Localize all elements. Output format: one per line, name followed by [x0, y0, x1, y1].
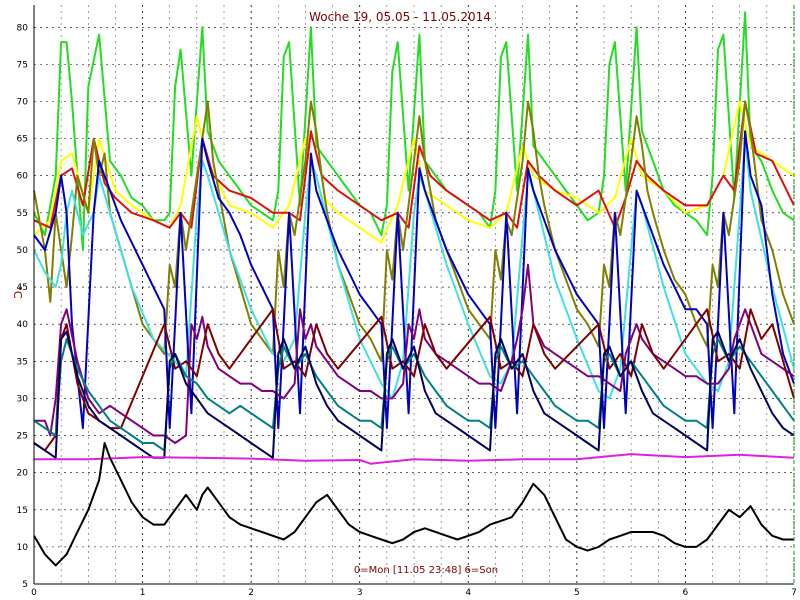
y-tick-label: 30 [17, 394, 29, 404]
chart-title: Woche 19, 05.05 - 11.05.2014 [309, 10, 491, 24]
y-tick-label: 20 [17, 469, 29, 479]
x-tick-label: 0 [31, 588, 37, 598]
axes [33, 5, 795, 585]
x-tick-label: 2 [248, 588, 254, 598]
chart-footer: 0=Mon [11.05 23:48] 6=Son [354, 565, 498, 576]
x-tick-label: 1 [140, 588, 146, 598]
series-group [33, 11, 795, 567]
y-axis-label: °C [11, 285, 24, 299]
y-tick-label: 70 [17, 98, 29, 108]
y-tick-label: 75 [17, 60, 28, 70]
y-tick-label: 40 [17, 320, 29, 330]
x-tick-label: 6 [683, 588, 689, 598]
series-line-2 [33, 100, 795, 244]
series-line-4 [33, 100, 795, 363]
x-tick-labels: 0 1 2 3 4 5 6 7 [31, 588, 797, 598]
y-tick-label: 55 [17, 209, 28, 219]
x-tick-label: 3 [357, 588, 363, 598]
series-line-9 [33, 338, 795, 452]
x-tick-label: 7 [791, 588, 797, 598]
series-line-6 [33, 130, 795, 430]
y-tick-label: 80 [17, 23, 29, 33]
x-tick-label: 5 [574, 588, 580, 598]
series-line-11 [34, 453, 795, 465]
y-tick-label: 10 [17, 543, 29, 553]
series-line-3 [33, 100, 795, 229]
y-tick-label: 65 [17, 135, 28, 145]
y-tick-label: 35 [17, 357, 28, 367]
y-tick-label: 60 [17, 172, 29, 182]
y-tick-label: 45 [17, 283, 28, 293]
series-line-8 [33, 308, 795, 452]
y-tick-label: 5 [22, 580, 28, 590]
y-tick-label: 50 [17, 246, 29, 256]
y-tick-label: 15 [17, 506, 28, 516]
y-tick-labels: 5 10 15 20 25 30 35 40 45 50 55 60 65 70 75 80 [17, 23, 29, 590]
series-line-12 [33, 442, 794, 567]
y-tick-label: 25 [17, 432, 28, 442]
x-tick-label: 4 [465, 588, 471, 598]
